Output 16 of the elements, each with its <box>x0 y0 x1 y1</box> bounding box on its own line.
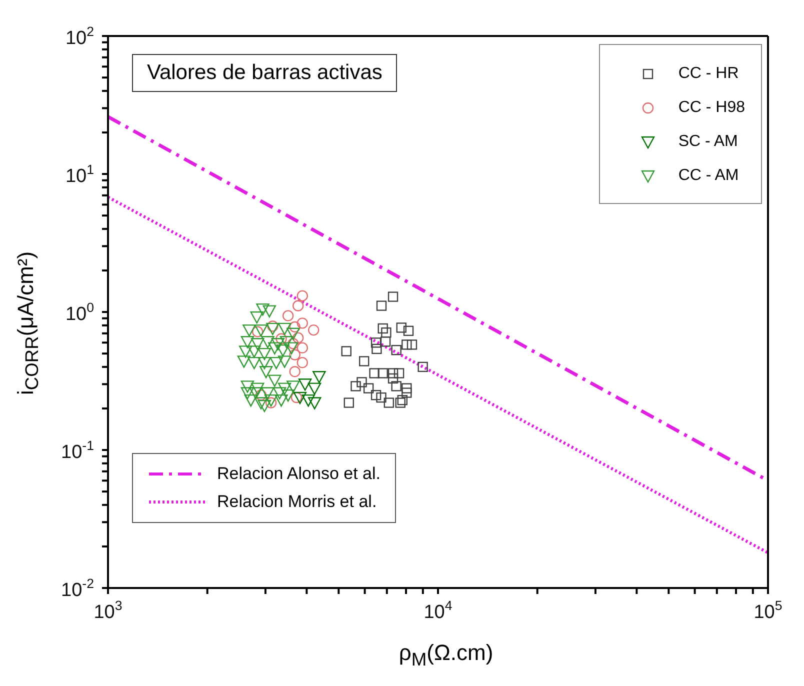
x-axis-title: ρ$_{M}$(Ω.cm) <box>398 640 494 670</box>
legend-label: SC - AM <box>678 133 738 151</box>
x-tick-label: 10$^{3}$ <box>94 598 122 623</box>
y-tick-label: 10$^{-1}$ <box>61 438 94 463</box>
x-tick-label: 10$^{4}$ <box>424 598 452 623</box>
y-tick-label: 10$^{1}$ <box>65 162 94 187</box>
y-tick-label: 10$^{0}$ <box>65 300 94 325</box>
legend-label: CC - HR <box>678 65 739 83</box>
legend-label: Relacion Alonso et al. <box>217 464 380 484</box>
text: Valores de barras activas <box>132 54 398 92</box>
y-tick-label: 10$^{2}$ <box>65 24 94 49</box>
legend-label: CC - AM <box>678 167 739 185</box>
x-tick-label: 10$^{5}$ <box>754 598 782 623</box>
y-tick-label: 10$^{-2}$ <box>61 576 94 601</box>
legend-label: Relacion Morris et al. <box>217 492 377 512</box>
legend-label: CC - H98 <box>678 99 745 117</box>
